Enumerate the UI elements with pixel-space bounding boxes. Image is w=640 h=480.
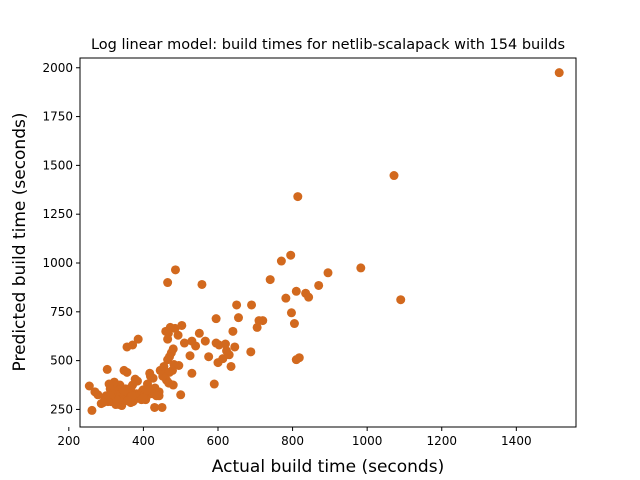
y-tick-label: 250 bbox=[50, 402, 73, 416]
x-tick-label: 600 bbox=[207, 434, 230, 448]
data-point bbox=[145, 368, 155, 378]
data-point bbox=[291, 286, 301, 296]
data-point bbox=[168, 380, 178, 390]
y-tick-label: 1500 bbox=[42, 158, 73, 172]
x-tick-label: 400 bbox=[132, 434, 155, 448]
data-point bbox=[163, 355, 173, 365]
y-tick-label: 1750 bbox=[42, 110, 73, 124]
data-point bbox=[232, 300, 242, 310]
data-point bbox=[265, 275, 275, 285]
data-point bbox=[197, 279, 207, 289]
data-point bbox=[294, 353, 304, 363]
data-point bbox=[163, 334, 173, 344]
data-point bbox=[161, 326, 171, 336]
data-point bbox=[119, 365, 129, 375]
chart-title: Log linear model: build times for netlib… bbox=[91, 37, 565, 53]
data-point bbox=[159, 361, 169, 371]
data-point bbox=[176, 390, 186, 400]
data-point bbox=[233, 313, 243, 323]
data-point bbox=[122, 396, 132, 406]
data-point bbox=[133, 334, 143, 344]
data-point bbox=[230, 342, 240, 352]
data-point bbox=[252, 322, 262, 332]
x-tick-label: 1400 bbox=[501, 434, 532, 448]
data-point bbox=[157, 402, 167, 412]
data-point bbox=[226, 361, 236, 371]
data-point bbox=[554, 68, 564, 78]
y-tick-label: 750 bbox=[50, 305, 73, 319]
data-point bbox=[211, 314, 221, 324]
data-point bbox=[396, 295, 406, 305]
data-point bbox=[187, 368, 197, 378]
data-point bbox=[173, 330, 183, 340]
data-point bbox=[286, 308, 296, 318]
data-point bbox=[102, 364, 112, 374]
data-point bbox=[177, 320, 187, 330]
data-point bbox=[98, 398, 108, 408]
data-point bbox=[209, 379, 219, 389]
y-axis-label: Predicted build time (seconds) bbox=[10, 113, 30, 372]
x-tick-label: 200 bbox=[57, 434, 80, 448]
data-point bbox=[304, 292, 314, 302]
x-axis: 200 400 600 800 1000 1200 1400 bbox=[57, 427, 532, 448]
data-point bbox=[90, 387, 100, 397]
y-axis: 250 500 750 1000 1250 1500 1750 2000 bbox=[42, 61, 80, 416]
data-point bbox=[214, 340, 224, 350]
data-points bbox=[84, 68, 564, 415]
data-point bbox=[200, 336, 210, 346]
data-point bbox=[151, 391, 161, 401]
data-point bbox=[163, 278, 173, 288]
data-point bbox=[247, 300, 257, 310]
data-point bbox=[356, 263, 366, 273]
plot-frame bbox=[79, 57, 577, 428]
data-point bbox=[389, 171, 399, 181]
data-point bbox=[119, 386, 129, 396]
data-point bbox=[122, 342, 132, 352]
data-point bbox=[187, 336, 197, 346]
data-point bbox=[142, 385, 152, 395]
data-point bbox=[84, 381, 94, 391]
data-point bbox=[185, 351, 195, 361]
data-point bbox=[254, 316, 264, 326]
y-tick-label: 500 bbox=[50, 354, 73, 368]
data-point bbox=[204, 352, 214, 362]
data-point bbox=[323, 268, 333, 278]
data-point bbox=[228, 326, 238, 336]
data-point bbox=[224, 350, 234, 360]
x-tick-label: 1200 bbox=[426, 434, 457, 448]
y-tick-label: 1000 bbox=[42, 256, 73, 270]
x-tick-label: 800 bbox=[281, 434, 304, 448]
data-point bbox=[179, 338, 189, 348]
y-tick-label: 1250 bbox=[42, 207, 73, 221]
data-point bbox=[87, 405, 97, 415]
x-axis-label: Actual build time (seconds) bbox=[212, 457, 444, 477]
data-point bbox=[281, 293, 291, 303]
data-point bbox=[246, 347, 256, 357]
x-tick-label: 1000 bbox=[352, 434, 383, 448]
data-point bbox=[286, 250, 296, 260]
data-point bbox=[138, 393, 148, 403]
y-tick-label: 2000 bbox=[42, 61, 73, 75]
data-point bbox=[150, 402, 160, 412]
data-point bbox=[293, 192, 303, 202]
data-point bbox=[194, 328, 204, 338]
data-point bbox=[314, 280, 324, 290]
data-point bbox=[170, 265, 180, 275]
data-point bbox=[289, 319, 299, 329]
data-point bbox=[276, 256, 286, 266]
